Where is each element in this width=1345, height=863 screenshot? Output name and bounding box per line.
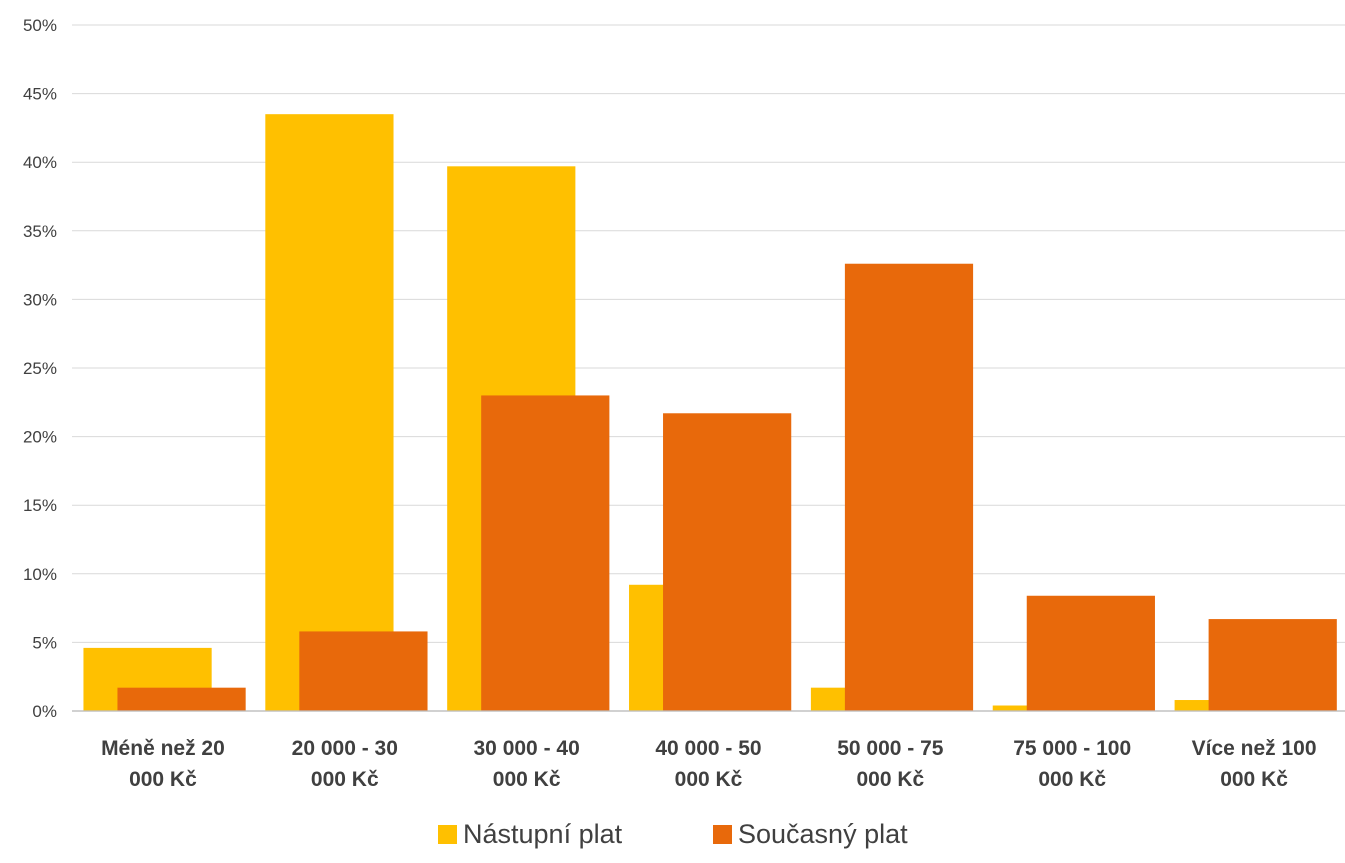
y-tick-label: 30% bbox=[23, 290, 57, 309]
bar-soucasny-plat bbox=[844, 263, 974, 711]
x-tick-label: 30 000 - 40 000 Kč bbox=[474, 737, 580, 791]
x-axis-ticks: Méně než 20 000 Kč 20 000 - 30 000 Kč 30 000… bbox=[101, 737, 1316, 791]
x-tick-label: 75 000 - 100 000 Kč bbox=[1013, 737, 1131, 791]
y-tick-label: 35% bbox=[23, 222, 57, 241]
legend-label: Současný plat bbox=[738, 819, 908, 849]
bar-soucasny-plat bbox=[1026, 595, 1155, 711]
y-tick-label: 20% bbox=[23, 428, 57, 447]
bar-soucasny-plat bbox=[481, 395, 610, 711]
legend: Nástupní plat Současný plat bbox=[438, 819, 908, 849]
y-tick-label: 0% bbox=[32, 702, 57, 721]
legend-label: Nástupní plat bbox=[463, 819, 623, 849]
bars bbox=[72, 114, 1345, 712]
bar-soucasny-plat bbox=[299, 631, 428, 711]
y-tick-label: 15% bbox=[23, 496, 57, 515]
legend-swatch bbox=[713, 825, 732, 844]
y-tick-label: 50% bbox=[23, 16, 57, 35]
bar-soucasny-plat bbox=[1208, 619, 1337, 711]
x-tick-label: Méně než 20 000 Kč bbox=[101, 737, 225, 791]
y-tick-label: 40% bbox=[23, 153, 57, 172]
bar-soucasny-plat bbox=[663, 413, 792, 711]
y-tick-label: 5% bbox=[32, 633, 57, 652]
y-tick-label: 10% bbox=[23, 565, 57, 584]
x-tick-label: 40 000 - 50 000 Kč bbox=[655, 737, 761, 791]
x-tick-label: 50 000 - 75 000 Kč bbox=[837, 737, 944, 791]
bar-nastupni-plat bbox=[265, 114, 394, 712]
x-tick-label: Více než 100 000 Kč bbox=[1192, 737, 1317, 791]
y-tick-label: 25% bbox=[23, 359, 57, 378]
y-axis-ticks: 0% 5% 10% 15% 20% 25% 30% 35% 40% 45% 50% bbox=[23, 16, 57, 721]
y-tick-label: 45% bbox=[23, 85, 57, 104]
bar-soucasny-plat bbox=[117, 687, 246, 711]
x-tick-label: 20 000 - 30 000 Kč bbox=[292, 737, 398, 791]
legend-swatch bbox=[438, 825, 457, 844]
